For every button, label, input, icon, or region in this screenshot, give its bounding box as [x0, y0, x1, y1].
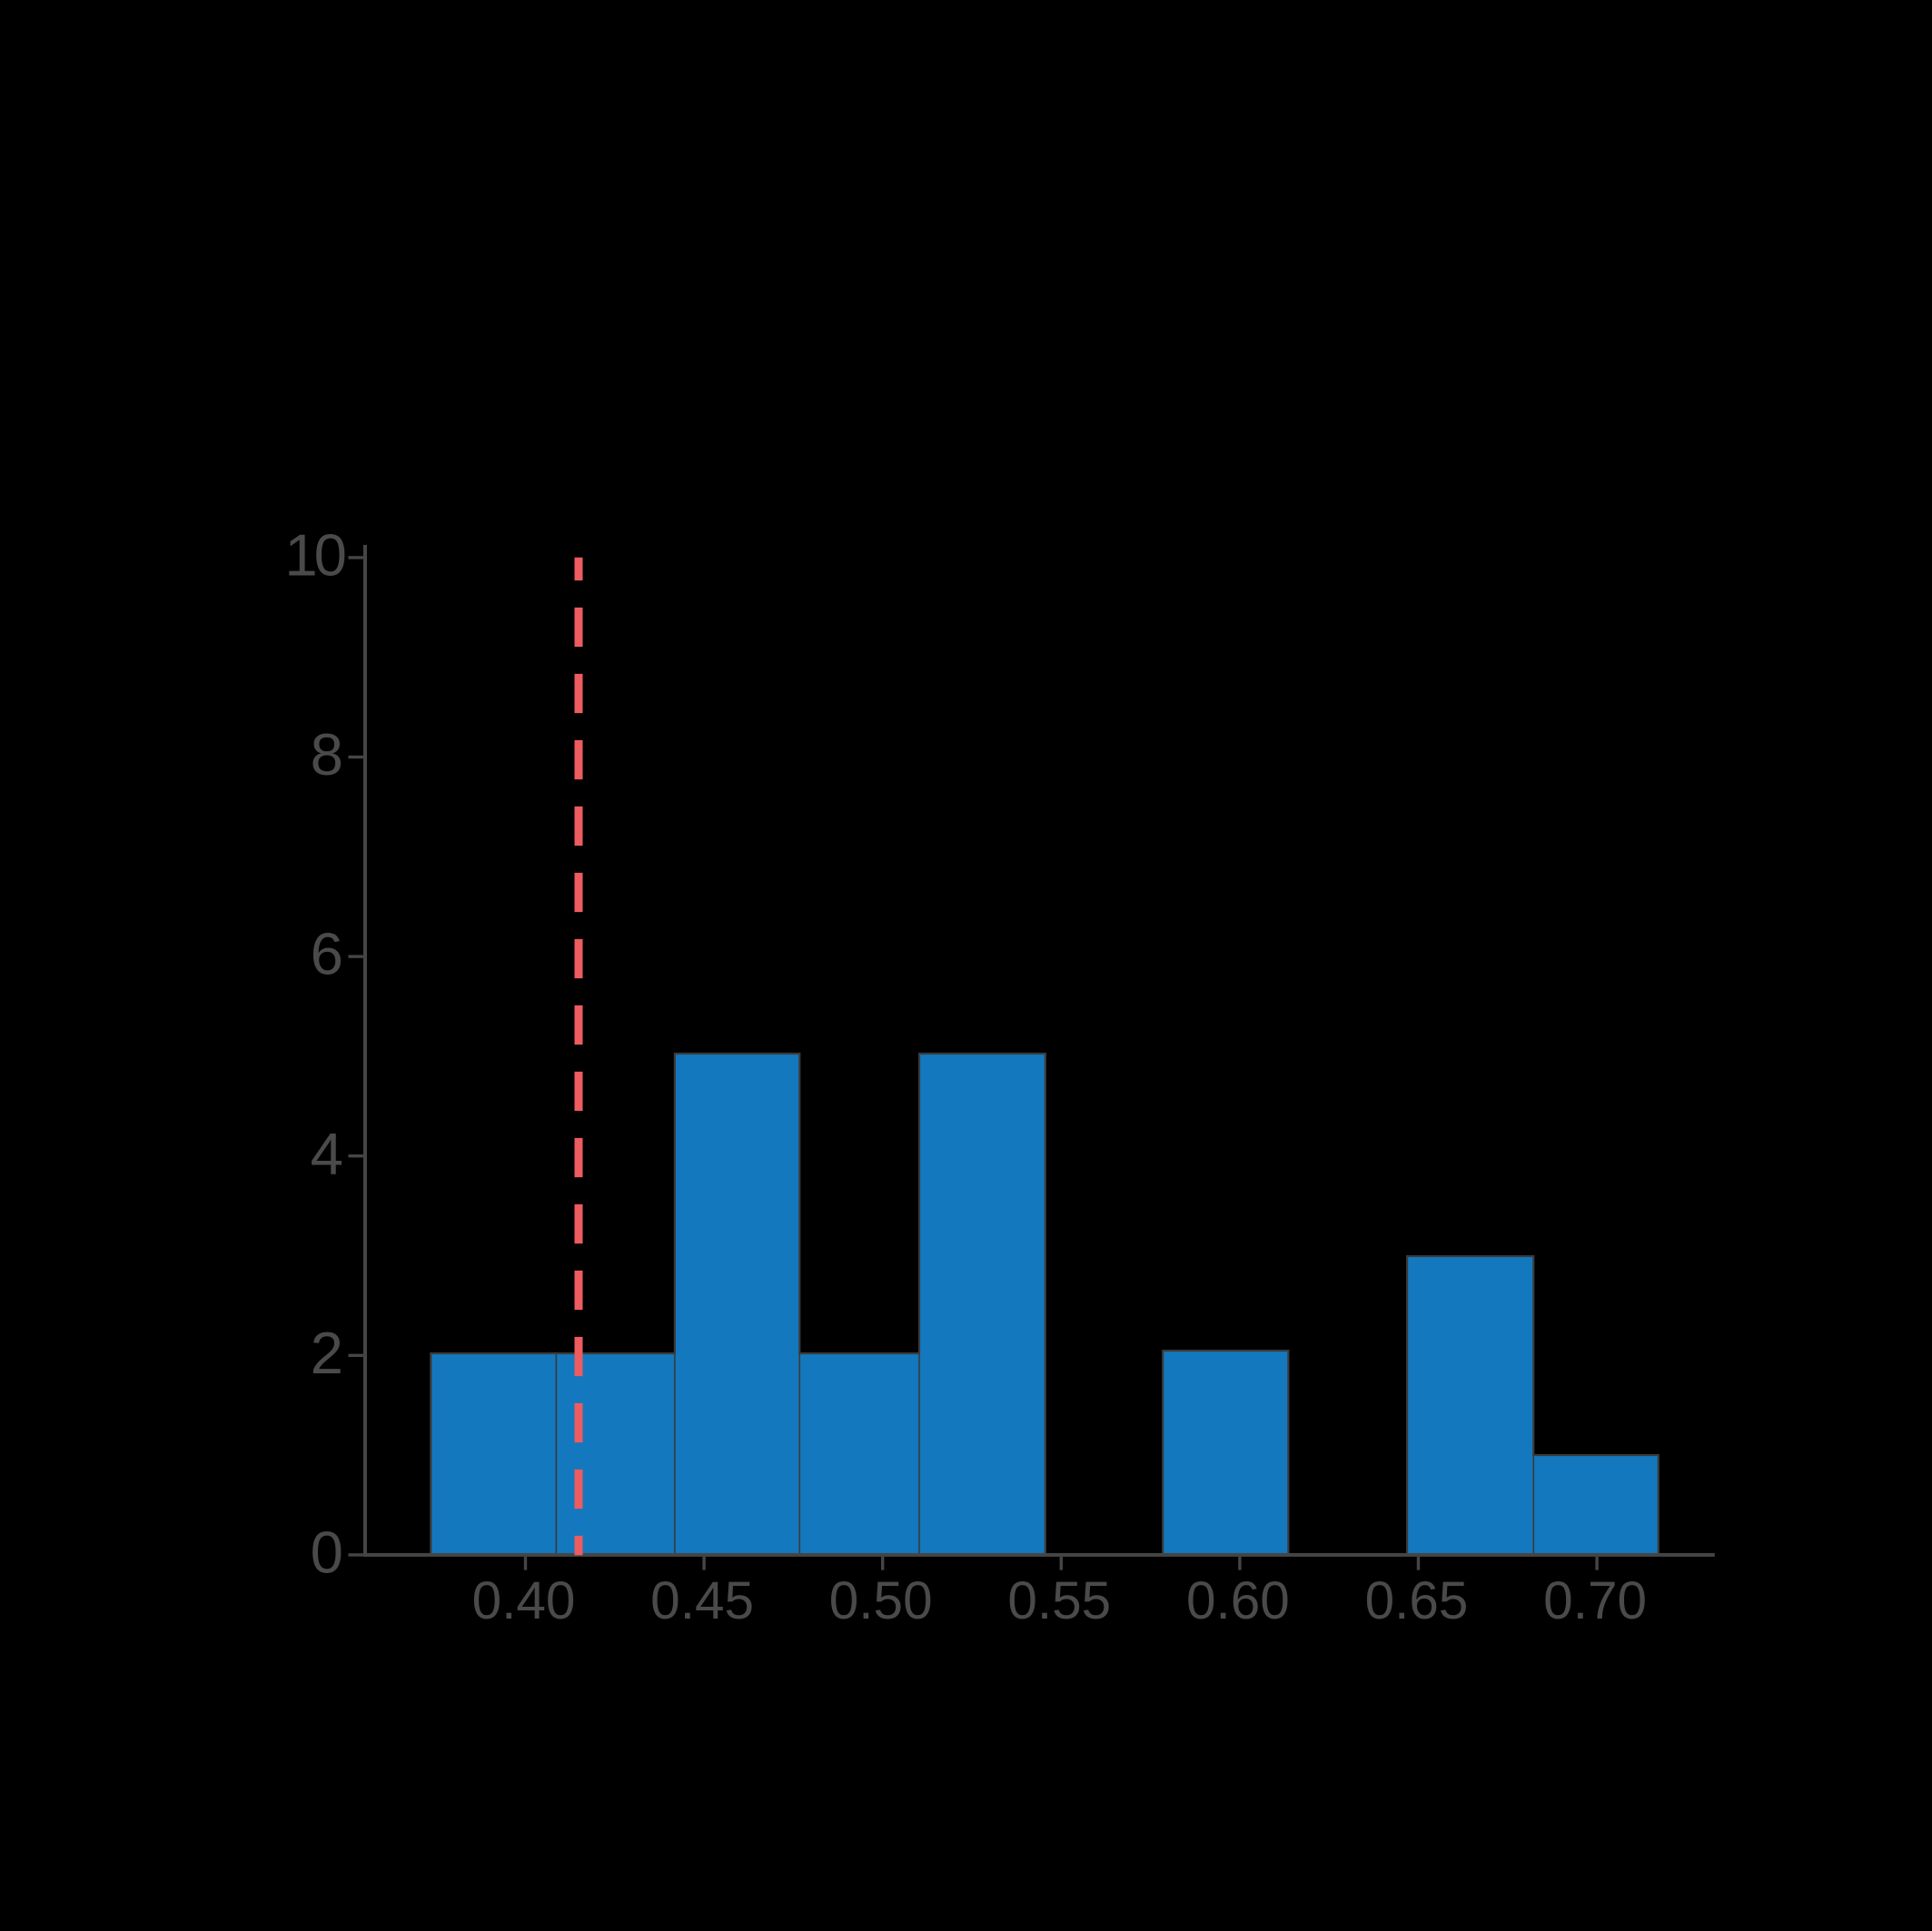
svg-text:0.50: 0.50 [829, 1571, 933, 1630]
svg-text:0.60: 0.60 [1186, 1571, 1290, 1630]
svg-text:0.65: 0.65 [1365, 1571, 1469, 1630]
svg-text:10: 10 [284, 522, 344, 589]
svg-text:2: 2 [311, 1320, 343, 1386]
svg-text:8: 8 [311, 721, 343, 787]
svg-text:0.55: 0.55 [1007, 1571, 1111, 1630]
svg-text:0.45: 0.45 [650, 1571, 754, 1630]
svg-text:4: 4 [311, 1120, 343, 1186]
svg-text:0.40: 0.40 [472, 1571, 576, 1630]
svg-text:6: 6 [311, 921, 343, 987]
svg-text:0: 0 [311, 1520, 343, 1586]
svg-text:0.70: 0.70 [1543, 1571, 1647, 1630]
